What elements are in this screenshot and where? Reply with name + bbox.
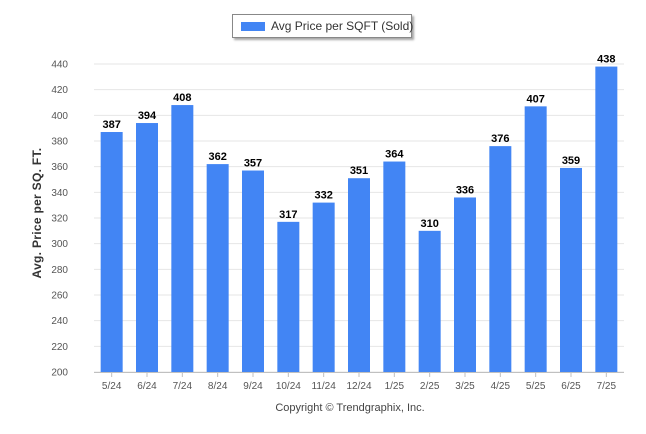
data-label: 387	[102, 119, 120, 131]
bar-4-25[interactable]	[489, 146, 512, 372]
x-tick-label: 5/24	[102, 381, 122, 392]
bar-7-25[interactable]	[595, 66, 618, 373]
x-axis: 5/24 6/24 7/24 8/24 9/24 10/24 11/24 12/24 1/25 2…	[102, 372, 617, 392]
data-label: 364	[385, 149, 404, 161]
legend-label: Avg Price per SQFT (Sold)	[271, 19, 414, 33]
x-tick-label: 10/24	[276, 381, 301, 392]
x-tick-label: 9/24	[243, 381, 263, 392]
bar-10-24[interactable]	[277, 221, 300, 372]
y-tick-label: 300	[51, 239, 68, 250]
bar-12-24[interactable]	[348, 178, 370, 372]
bar-3-25[interactable]	[454, 197, 476, 372]
x-tick-label: 8/24	[208, 381, 228, 392]
data-label: 317	[279, 209, 297, 221]
x-tick-label: 5/25	[526, 381, 546, 392]
x-tick-label: 4/25	[491, 381, 511, 392]
data-label: 310	[420, 218, 438, 230]
data-label: 394	[138, 110, 157, 122]
data-label: 336	[456, 184, 474, 196]
data-label: 332	[314, 190, 332, 202]
x-tick-label: 12/24	[346, 381, 371, 392]
data-label: 357	[244, 158, 262, 170]
y-tick-label: 200	[51, 368, 68, 379]
data-label: 438	[597, 54, 615, 66]
y-tick-label: 420	[51, 85, 68, 96]
data-label: 362	[208, 151, 226, 163]
bar-1-25[interactable]	[383, 161, 406, 372]
legend[interactable]: Avg Price per SQFT (Sold)	[232, 14, 414, 38]
x-tick-label: 6/25	[561, 381, 581, 392]
data-label: 359	[562, 155, 580, 167]
bar-6-25[interactable]	[560, 167, 582, 372]
y-tick-label: 400	[51, 111, 68, 122]
x-tick-label: 2/25	[420, 381, 440, 392]
x-tick-label: 1/25	[385, 381, 405, 392]
bar-5-24[interactable]	[100, 132, 123, 372]
data-labels: 387 394 408 362 357 317 332 351 364 310 336 376 407 3…	[102, 54, 615, 230]
data-label: 407	[526, 93, 544, 105]
x-tick-label: 7/25	[597, 381, 617, 392]
bar-9-24[interactable]	[242, 170, 264, 372]
y-tick-label: 320	[51, 214, 68, 225]
y-tick-label: 360	[51, 162, 68, 173]
bar-5-25[interactable]	[524, 106, 547, 372]
bar-8-24[interactable]	[206, 164, 229, 372]
legend-swatch	[241, 22, 265, 31]
y-tick-label: 280	[51, 265, 68, 276]
bar-2-25[interactable]	[418, 230, 441, 372]
y-tick-label: 220	[51, 342, 68, 353]
data-label: 351	[350, 165, 368, 177]
y-tick-label: 240	[51, 316, 68, 327]
y-tick-label: 440	[51, 60, 68, 71]
y-axis-title: Avg. Price per SQ. FT.	[30, 147, 44, 279]
data-label: 408	[173, 92, 191, 104]
x-tick-label: 11/24	[312, 381, 337, 392]
y-tick-label: 380	[51, 137, 68, 148]
y-tick-label: 340	[51, 188, 68, 199]
y-tick-label: 260	[51, 291, 68, 302]
x-tick-label: 6/24	[137, 381, 157, 392]
x-tick-label: 3/25	[455, 381, 475, 392]
bar-6-24[interactable]	[136, 123, 158, 373]
bars	[100, 66, 618, 373]
x-tick-label: 7/24	[173, 381, 193, 392]
bar-11-24[interactable]	[312, 202, 335, 372]
copyright-text: Copyright © Trendgraphix, Inc.	[275, 402, 425, 414]
bar-7-24[interactable]	[171, 105, 194, 373]
data-label: 376	[491, 133, 509, 145]
